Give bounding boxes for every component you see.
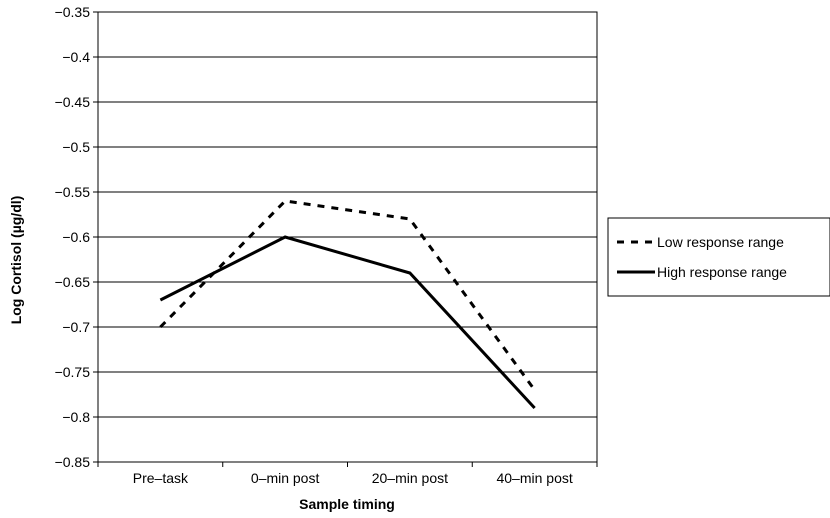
y-tick-label: −0.6	[62, 229, 90, 245]
legend-label: Low response range	[657, 234, 784, 250]
y-tick-label: −0.45	[55, 94, 91, 110]
x-tick-label: Pre–task	[133, 470, 189, 486]
y-tick-label: −0.4	[62, 49, 90, 65]
y-tick-label: −0.65	[55, 274, 91, 290]
y-tick-label: −0.7	[62, 319, 90, 335]
y-tick-label: −0.85	[55, 454, 91, 470]
x-axis-ticks: Pre–task 0–min post 20–min post 40–min post	[97, 462, 598, 486]
legend: Low response range High response range	[607, 217, 830, 297]
plot-area	[97, 11, 598, 463]
x-tick-label: 20–min post	[372, 470, 448, 486]
series-lines	[159, 199, 536, 410]
y-tick-label: −0.35	[55, 4, 91, 20]
y-axis-ticks: −0.35 −0.4 −0.45 −0.5 −0.55 −0.6 −0.65 −0.7 −0.7…	[55, 4, 98, 470]
series-line-low-response	[159, 199, 536, 391]
y-tick-label: −0.8	[62, 409, 90, 425]
y-tick-label: −0.75	[55, 364, 91, 380]
series-line-high-response	[159, 235, 536, 410]
x-tick-label: 0–min post	[251, 470, 320, 486]
y-axis-label: Log Cortisol (µg/dl)	[8, 196, 24, 325]
legend-box	[607, 217, 830, 297]
y-tick-label: −0.5	[62, 139, 90, 155]
legend-label: High response range	[657, 264, 787, 280]
y-tick-label: −0.55	[55, 184, 91, 200]
x-axis-label: Sample timing	[299, 496, 395, 512]
x-tick-label: 40–min post	[496, 470, 572, 486]
